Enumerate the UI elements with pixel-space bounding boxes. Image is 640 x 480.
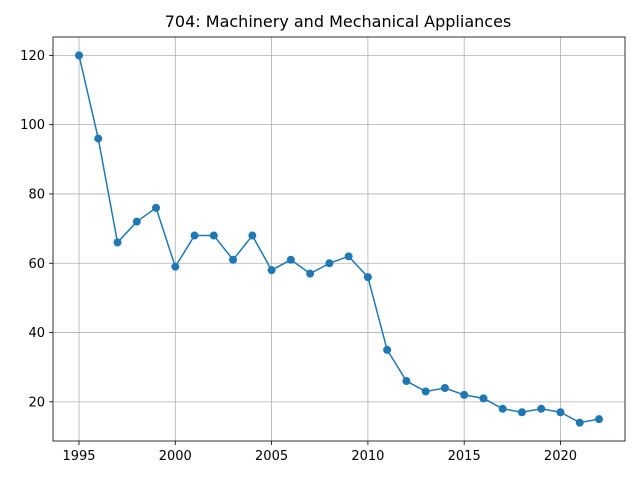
data-point	[479, 394, 488, 403]
data-point	[595, 415, 603, 424]
data-point	[575, 418, 584, 427]
data-point	[363, 273, 372, 282]
y-tick-label: 20	[28, 395, 45, 410]
data-point	[325, 259, 334, 268]
data-point	[94, 134, 103, 143]
data-point	[344, 252, 353, 261]
y-tick-label: 80	[28, 187, 45, 202]
x-tick-label: 2000	[159, 449, 192, 464]
data-point	[460, 390, 469, 399]
data-point	[209, 231, 218, 240]
data-point	[248, 231, 257, 240]
grid	[53, 37, 625, 441]
data-series	[75, 51, 603, 427]
data-point	[267, 266, 276, 275]
y-tick-label: 40	[28, 326, 45, 341]
data-point	[556, 408, 565, 417]
data-point	[537, 404, 546, 413]
data-point	[229, 255, 238, 264]
x-tick-label: 2010	[351, 449, 384, 464]
data-point	[383, 345, 392, 354]
y-tick-label: 60	[28, 257, 45, 272]
chart-title: 704: Machinery and Mechanical Appliances	[165, 12, 512, 31]
data-point	[132, 217, 141, 226]
x-tick-label: 1995	[62, 449, 95, 464]
y-tick-label: 120	[20, 49, 45, 64]
data-point	[152, 203, 161, 212]
y-tick-label: 100	[20, 118, 45, 133]
plot-area-frame	[52, 36, 626, 442]
data-point	[498, 404, 507, 413]
data-point	[517, 408, 526, 417]
x-tick-label: 2015	[448, 449, 481, 464]
data-point	[306, 269, 315, 278]
x-tick-label: 2005	[255, 449, 288, 464]
data-point	[190, 231, 199, 240]
series-line	[78, 55, 600, 424]
data-point	[421, 387, 430, 396]
data-point	[75, 51, 83, 60]
axis-ticks	[49, 54, 561, 445]
data-point	[440, 383, 449, 392]
data-point	[171, 262, 180, 271]
data-point	[286, 255, 295, 264]
x-tick-label: 2020	[544, 449, 577, 464]
data-point	[402, 377, 411, 386]
data-point	[113, 238, 122, 247]
